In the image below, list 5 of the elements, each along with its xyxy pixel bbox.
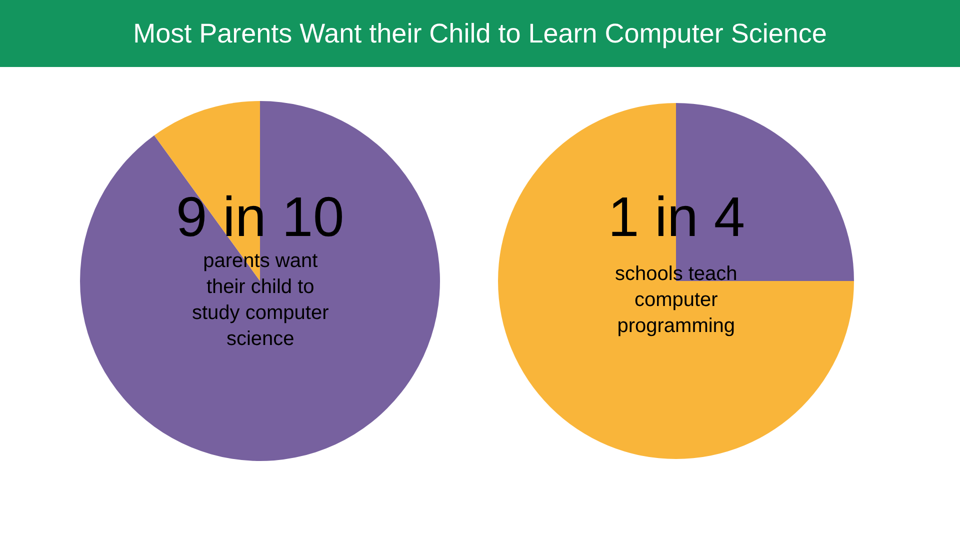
chart-title: Most Parents Want their Child to Learn Computer Science [133, 18, 827, 48]
text: 9 in 10 [176, 185, 344, 248]
pie-slice [498, 103, 854, 459]
text: schools teach computer programming [615, 263, 738, 337]
pie-slice [80, 101, 440, 461]
